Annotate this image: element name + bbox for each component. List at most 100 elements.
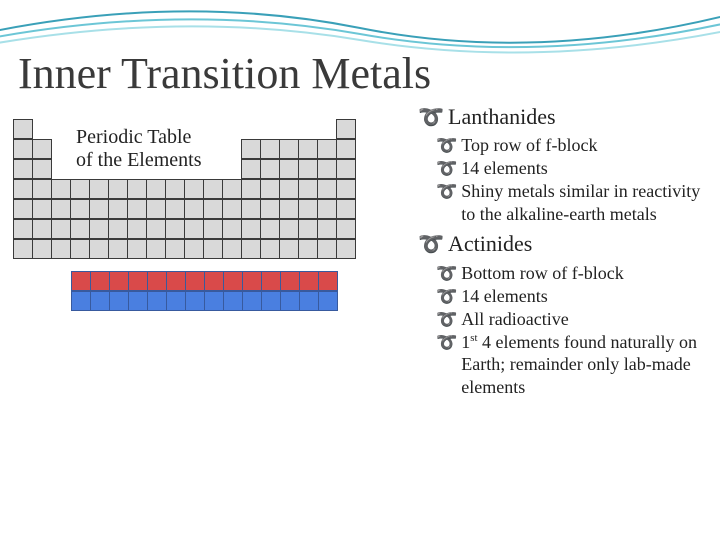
pt-cell [13,159,33,179]
pt-cell [222,239,242,259]
pt-cell [298,179,318,199]
actinide-cell [280,291,300,311]
pt-cell [279,219,299,239]
lanthanide-cell [185,271,205,291]
lanthanide-cell [90,271,110,291]
pt-cell [279,139,299,159]
pt-cell [260,179,280,199]
pt-cell [279,239,299,259]
pt-cell [260,139,280,159]
pt-cell [32,239,52,259]
pt-cell [32,219,52,239]
pt-cell [279,199,299,219]
section-heading: ➰Lanthanides [418,104,708,132]
pt-cell [336,199,356,219]
pt-cell [32,139,52,159]
pt-cell [32,179,52,199]
lanthanide-cell [318,271,338,291]
bullet-icon: ➰ [436,134,457,157]
pt-cell [108,239,128,259]
pt-cell [89,179,109,199]
pt-cell [260,199,280,219]
actinide-cell [109,291,129,311]
actinide-cell [223,291,243,311]
lanthanide-cell [299,271,319,291]
pt-cell [89,199,109,219]
pt-cell [241,139,261,159]
pt-cell [279,159,299,179]
pt-cell [146,219,166,239]
lanthanide-cell [223,271,243,291]
pt-cell [127,179,147,199]
lanthanide-cell [128,271,148,291]
lanthanide-cell [166,271,186,291]
pt-cell [260,159,280,179]
lanthanide-cell [204,271,224,291]
pt-cell [317,239,337,259]
pt-cell [108,219,128,239]
pt-cell [336,139,356,159]
actinide-cell [204,291,224,311]
actinide-cell [261,291,281,311]
actinide-cell [90,291,110,311]
pt-cell [13,199,33,219]
actinide-cell [147,291,167,311]
pt-cell [165,199,185,219]
lanthanide-cell [261,271,281,291]
bullet-item: ➰Bottom row of f-block [436,262,708,285]
bullet-icon: ➰ [436,308,457,331]
pt-cell [203,219,223,239]
actinide-cell [166,291,186,311]
bullet-icon: ➰ [436,262,457,285]
pt-cell [241,199,261,219]
pt-cell [317,219,337,239]
pt-cell [127,239,147,259]
pt-cell [146,199,166,219]
actinide-cell [242,291,262,311]
pt-cell [317,179,337,199]
pt-cell [70,199,90,219]
pt-cell [70,239,90,259]
content-column: ➰Lanthanides➰Top row of f-block➰14 eleme… [418,104,708,398]
pt-cell [222,179,242,199]
pt-cell [184,179,204,199]
pt-cell [241,159,261,179]
bullet-item: ➰Top row of f-block [436,134,708,157]
actinide-cell [128,291,148,311]
pt-cell [298,239,318,259]
pt-cell [13,179,33,199]
pt-cell [146,239,166,259]
section-heading-text: Lanthanides [448,104,556,129]
pt-cell [298,159,318,179]
pt-cell [13,119,33,139]
pt-cell [336,119,356,139]
pt-cell [203,199,223,219]
pt-cell [317,159,337,179]
pt-cell [165,239,185,259]
pt-cell [51,219,71,239]
pt-cell [336,239,356,259]
pt-cell [279,179,299,199]
periodic-table-fblock [72,272,414,312]
lanthanide-cell [147,271,167,291]
pt-cell [32,199,52,219]
pt-cell [241,179,261,199]
actinide-cell [71,291,91,311]
pt-cell [241,219,261,239]
pt-cell [146,179,166,199]
pt-cell [184,199,204,219]
bullet-icon: ➰ [418,104,444,132]
pt-cell [203,179,223,199]
pt-cell [51,179,71,199]
bullet-icon: ➰ [436,157,457,180]
pt-cell [51,239,71,259]
pt-cell [317,199,337,219]
lanthanide-cell [71,271,91,291]
pt-cell [336,219,356,239]
pt-cell [165,179,185,199]
pt-cell [298,139,318,159]
bullet-text: 14 elements [461,157,547,180]
actinide-cell [185,291,205,311]
bullet-item: ➰14 elements [436,157,708,180]
bullet-text: Shiny metals similar in reactivity to th… [461,180,708,225]
